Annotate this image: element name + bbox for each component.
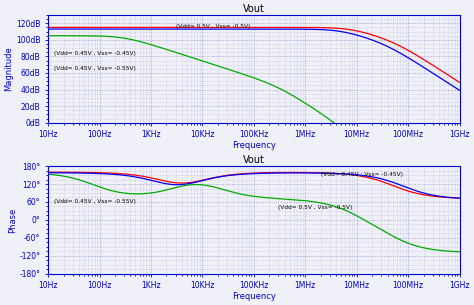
Text: (Vdd= 0.5V , Vss= -0.5V): (Vdd= 0.5V , Vss= -0.5V) [175,24,250,29]
X-axis label: Frequency: Frequency [232,141,276,150]
Text: (Vdd= 0.5V , Vss= -0.5V): (Vdd= 0.5V , Vss= -0.5V) [278,205,353,210]
Text: (Vdd= 0.45V , Vss= -0.55V): (Vdd= 0.45V , Vss= -0.55V) [54,199,136,203]
Title: Vout: Vout [243,155,265,165]
Y-axis label: Phase: Phase [8,207,17,232]
Y-axis label: Magnitude: Magnitude [4,46,13,91]
Text: (Vdd= 0.45V ; Vss= -0.45V): (Vdd= 0.45V ; Vss= -0.45V) [321,172,403,177]
Text: (Vdd= 0.45V , Vss= -0.55V): (Vdd= 0.45V , Vss= -0.55V) [54,66,136,71]
Text: (Vdd= 0.45V , Vss= -0.45V): (Vdd= 0.45V , Vss= -0.45V) [54,51,136,56]
X-axis label: Frequency: Frequency [232,292,276,301]
Title: Vout: Vout [243,4,265,14]
